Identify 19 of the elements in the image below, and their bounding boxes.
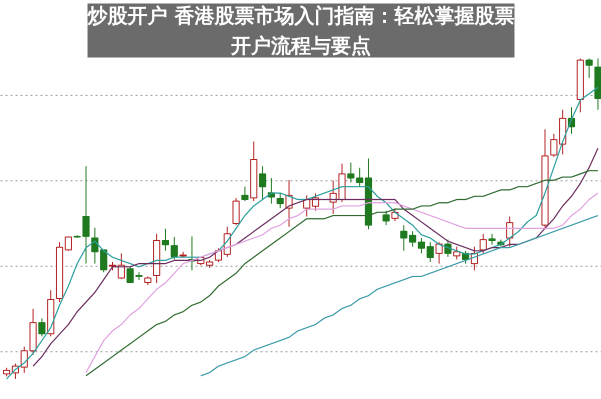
candlestick xyxy=(232,197,240,226)
candlestick xyxy=(453,246,460,260)
candlestick xyxy=(347,162,354,184)
candlestick xyxy=(64,236,72,252)
candlestick xyxy=(170,236,178,260)
candlestick xyxy=(382,210,390,226)
candlestick xyxy=(506,216,514,248)
candlestick xyxy=(82,166,90,264)
candlestick xyxy=(276,192,284,209)
candlestick xyxy=(436,242,443,264)
candlestick xyxy=(488,233,496,246)
candlestick xyxy=(162,228,170,252)
chart-title: 炒股开户 香港股票市场入门指南：轻松掌握股票开户流程与要点 xyxy=(86,4,514,58)
candlestick xyxy=(258,166,266,200)
candlestick xyxy=(480,233,487,254)
candlestick xyxy=(38,318,46,337)
candlestick xyxy=(586,58,593,79)
candlestick xyxy=(241,186,248,202)
candlestick xyxy=(356,167,364,188)
